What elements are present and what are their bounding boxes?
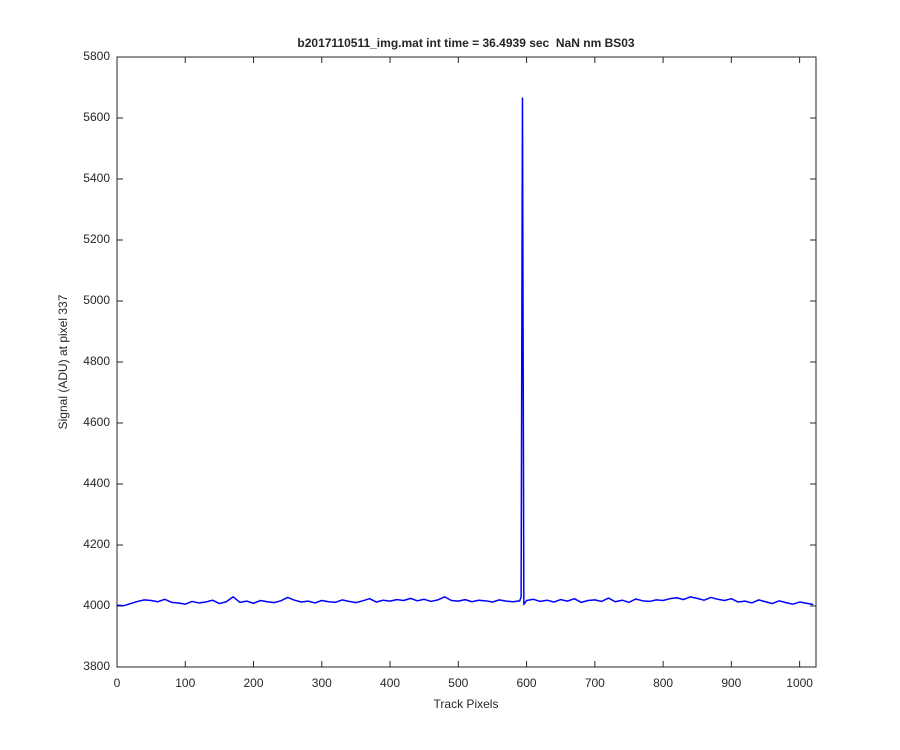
y-tick-label: 4600 <box>83 415 110 429</box>
y-tick-label: 5200 <box>83 232 110 246</box>
x-tick-label: 500 <box>448 676 468 690</box>
x-axis-label: Track Pixels <box>434 697 499 711</box>
y-tick-label: 4400 <box>83 476 110 490</box>
x-tick-label: 600 <box>517 676 537 690</box>
x-tick-label: 0 <box>114 676 121 690</box>
y-tick-label: 5800 <box>83 49 110 63</box>
y-tick-label: 5600 <box>83 110 110 124</box>
y-tick-label: 4800 <box>83 354 110 368</box>
y-tick-label: 5000 <box>83 293 110 307</box>
y-tick-label: 4200 <box>83 537 110 551</box>
y-tick-label: 5400 <box>83 171 110 185</box>
x-tick-label: 300 <box>312 676 332 690</box>
x-tick-label: 900 <box>721 676 741 690</box>
data-line <box>116 97 814 607</box>
y-tick-label: 4000 <box>83 598 110 612</box>
x-tick-label: 400 <box>380 676 400 690</box>
y-axis-label: Signal (ADU) at pixel 337 <box>56 294 70 429</box>
x-tick-label: 700 <box>585 676 605 690</box>
x-tick-label: 200 <box>244 676 264 690</box>
x-tick-label: 100 <box>175 676 195 690</box>
x-tick-label: 1000 <box>786 676 813 690</box>
chart-title: b2017110511_img.mat int time = 36.4939 s… <box>297 36 635 50</box>
y-tick-label: 3800 <box>83 659 110 673</box>
x-tick-label: 800 <box>653 676 673 690</box>
